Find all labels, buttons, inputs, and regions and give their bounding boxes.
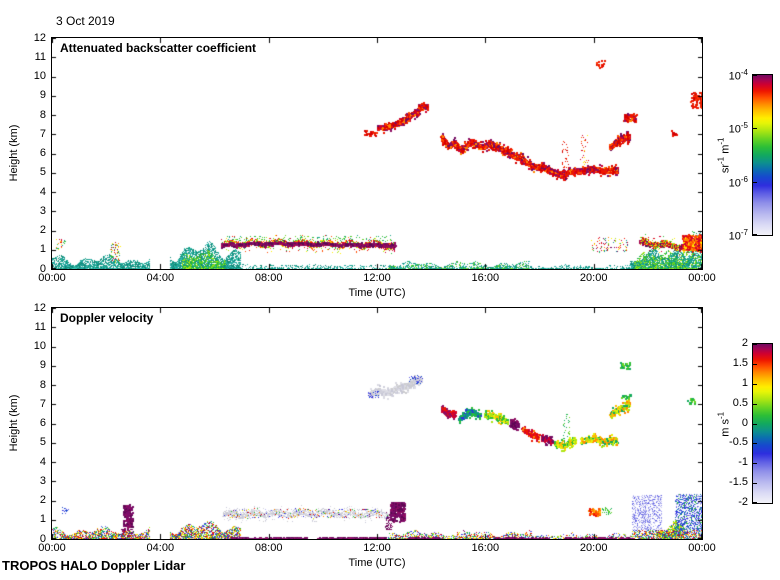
- backscatter-panel: [51, 37, 703, 270]
- date-label: 3 Oct 2019: [56, 14, 115, 28]
- x-tick-label: 04:00: [146, 272, 175, 284]
- colorbar-tick: [753, 234, 757, 235]
- colorbar-tick: [753, 383, 757, 385]
- y-tick-label: 7: [39, 397, 46, 410]
- y-tick-label: 5: [39, 436, 46, 449]
- y-tick-label: 6: [39, 417, 46, 429]
- y-tick-label: 3: [39, 204, 46, 217]
- x-tick-label: 08:00: [254, 542, 283, 554]
- footer-credit: TROPOS HALO Doppler Lidar: [2, 558, 186, 573]
- backscatter-title: Attenuated backscatter coefficient: [60, 41, 257, 55]
- velocity-panel: [51, 307, 703, 540]
- y-tick-label: 1: [39, 513, 46, 526]
- x-tick-label: 00:00: [38, 542, 66, 554]
- colorbar-tick: [753, 363, 757, 365]
- colorbar-tick: [753, 128, 757, 130]
- colorbar-tick-label: 10-7: [728, 228, 748, 243]
- colorbar-tick-label: 2: [741, 337, 748, 349]
- x-tick-label: 00:00: [688, 542, 716, 554]
- y-tick-label: 7: [39, 127, 46, 140]
- x-tick-label: 12:00: [363, 272, 391, 284]
- velocity-colorbar: [752, 343, 773, 504]
- x-axis-label-top: Time (UTC): [348, 287, 406, 299]
- y-tick-label: 10: [33, 340, 46, 352]
- colorbar-tick-label: 0: [741, 416, 748, 429]
- y-tick-label: 0: [39, 262, 46, 275]
- x-tick-label: 16:00: [471, 542, 500, 554]
- y-tick-label: 12: [33, 301, 46, 314]
- x-axis-label-bottom: Time (UTC): [348, 557, 406, 569]
- y-tick-label: 12: [33, 31, 46, 44]
- y-tick-label: 2: [39, 224, 46, 236]
- colorbar-tick: [753, 75, 757, 76]
- colorbar-tick: [753, 483, 757, 485]
- backscatter-heatmap-canvas: [52, 38, 702, 269]
- colorbar-tick-label: 1.5: [732, 356, 748, 369]
- colorbar-tick-label: -1: [738, 456, 748, 469]
- y-tick-label: 5: [39, 166, 46, 179]
- colorbar-tick: [753, 463, 757, 465]
- x-tick-label: 04:00: [146, 542, 175, 554]
- colorbar-tick: [753, 502, 757, 503]
- colorbar-tick-label: -2: [738, 496, 748, 508]
- colorbar-tick-label: 1: [741, 376, 748, 389]
- x-tick-label: 20:00: [579, 272, 608, 284]
- colorbar-tick: [753, 443, 757, 445]
- velocity-title: Doppler velocity: [60, 311, 154, 325]
- y-tick-label: 6: [39, 147, 46, 159]
- colorbar-tick: [753, 181, 757, 183]
- colorbar-tick-label: -1.5: [729, 476, 748, 489]
- x-tick-label: 08:00: [254, 272, 283, 284]
- y-tick-label: 2: [39, 494, 46, 506]
- y-tick-label: 4: [39, 185, 46, 198]
- y-axis-label-bottom: Height (km): [8, 394, 20, 452]
- colorbar-tick: [753, 423, 757, 425]
- y-tick-label: 3: [39, 474, 46, 487]
- colorbar-tick-label: 0.5: [732, 396, 748, 409]
- x-tick-label: 16:00: [471, 272, 500, 284]
- y-tick-label: 9: [39, 359, 46, 372]
- colorbar-tick-label: 10-6: [728, 174, 748, 190]
- y-tick-label: 0: [39, 532, 46, 545]
- y-tick-label: 4: [39, 455, 46, 468]
- x-tick-label: 20:00: [579, 542, 608, 554]
- colorbar-tick: [753, 403, 757, 405]
- y-tick-label: 11: [34, 50, 46, 63]
- y-tick-label: 11: [34, 320, 46, 333]
- backscatter-colorbar: [752, 74, 773, 236]
- y-tick-label: 10: [33, 70, 46, 82]
- y-tick-label: 8: [39, 378, 46, 391]
- x-tick-label: 00:00: [688, 272, 716, 284]
- y-tick-label: 8: [39, 108, 46, 121]
- y-tick-label: 9: [39, 89, 46, 102]
- colorbar-tick-label: 10-5: [728, 121, 748, 136]
- colorbar-tick-label: 10-4: [728, 68, 748, 83]
- colorbar-tick-label: -0.5: [729, 436, 748, 449]
- colorbar-tick: [753, 344, 757, 345]
- x-tick-label: 00:00: [38, 272, 66, 284]
- y-tick-label: 1: [39, 243, 46, 256]
- x-tick-label: 12:00: [363, 542, 391, 554]
- y-axis-label-top: Height (km): [8, 124, 20, 182]
- velocity-heatmap-canvas: [52, 308, 702, 539]
